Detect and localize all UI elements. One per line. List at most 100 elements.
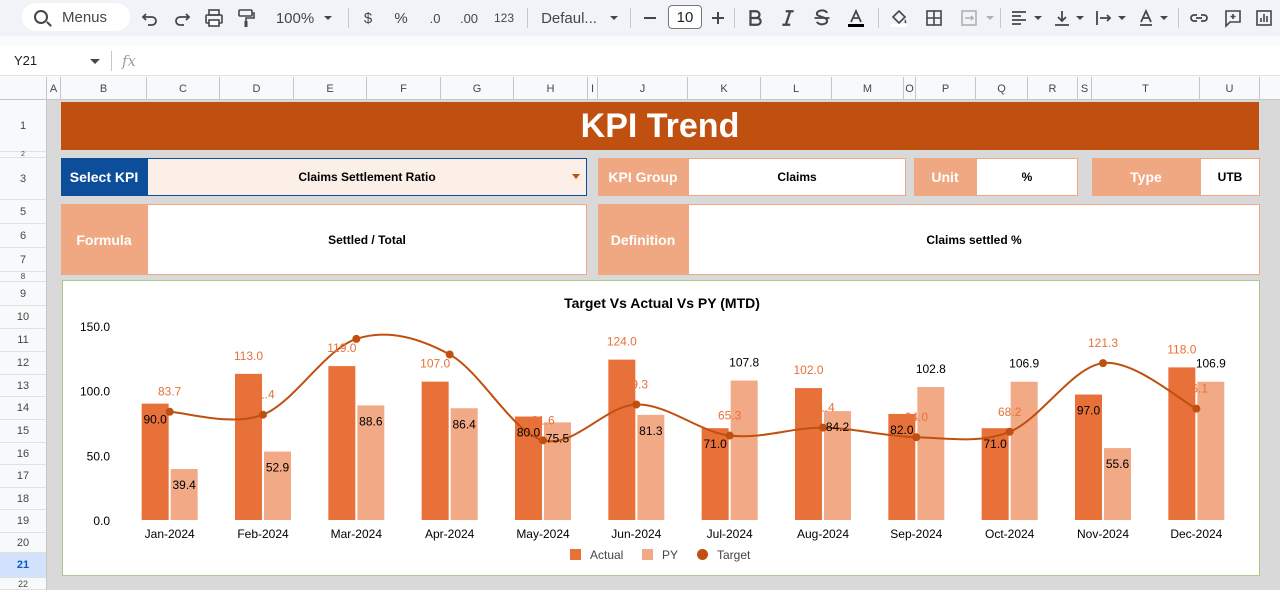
py-bar[interactable] — [637, 414, 665, 520]
row-header[interactable]: 17 — [0, 465, 46, 488]
menus-search-button[interactable]: Menus — [22, 3, 130, 31]
text-wrap-icon[interactable] — [1094, 6, 1114, 30]
italic-icon[interactable] — [779, 6, 797, 30]
insert-comment-icon[interactable] — [1222, 6, 1244, 30]
row-header[interactable]: 5 — [0, 200, 46, 224]
bold-icon[interactable] — [746, 6, 764, 30]
chevron-down-icon[interactable] — [1032, 6, 1044, 30]
column-header[interactable]: I — [588, 77, 598, 100]
actual-bar[interactable] — [795, 388, 822, 520]
py-bar[interactable] — [264, 451, 291, 520]
column-header[interactable]: S — [1078, 77, 1092, 100]
row-header-selected[interactable]: 21 — [0, 553, 46, 578]
print-icon[interactable] — [204, 6, 224, 30]
actual-bar[interactable] — [1075, 394, 1102, 520]
merge-cells-icon[interactable] — [958, 6, 980, 30]
target-point[interactable] — [725, 431, 734, 440]
target-point[interactable] — [912, 433, 921, 442]
zoom-select[interactable]: 100% — [270, 6, 320, 30]
row-header[interactable]: 22 — [0, 578, 46, 590]
chevron-down-icon[interactable] — [322, 6, 334, 30]
py-bar[interactable] — [730, 380, 758, 520]
row-header[interactable]: 14 — [0, 397, 46, 420]
target-point[interactable] — [165, 407, 174, 416]
actual-bar[interactable] — [608, 359, 636, 520]
column-header[interactable]: C — [147, 77, 220, 100]
row-header[interactable]: 12 — [0, 352, 46, 375]
actual-bar[interactable] — [701, 428, 729, 520]
currency-button[interactable]: $ — [360, 6, 376, 30]
row-header[interactable]: 9 — [0, 282, 46, 306]
column-header[interactable]: B — [61, 77, 147, 100]
column-header[interactable]: M — [832, 77, 904, 100]
borders-icon[interactable] — [924, 6, 944, 30]
chevron-down-icon[interactable] — [608, 6, 620, 30]
column-header[interactable]: A — [47, 77, 61, 100]
row-header[interactable]: 7 — [0, 248, 46, 272]
column-header[interactable]: T — [1092, 77, 1200, 100]
strikethrough-icon[interactable] — [812, 6, 832, 30]
row-header[interactable]: 13 — [0, 375, 46, 397]
column-header[interactable]: J — [598, 77, 688, 100]
kpi-trend-chart[interactable]: Target Vs Actual Vs PY (MTD) 150.0 100.0 5… — [62, 280, 1260, 576]
percent-button[interactable]: % — [392, 6, 410, 30]
py-bar[interactable] — [1010, 381, 1038, 520]
column-header[interactable]: F — [367, 77, 441, 100]
py-bar[interactable] — [917, 387, 945, 520]
column-header[interactable]: G — [441, 77, 514, 100]
select-kpi-dropdown[interactable]: Claims Settlement Ratio — [147, 158, 587, 196]
row-header[interactable]: 19 — [0, 510, 46, 533]
row-header[interactable]: 18 — [0, 488, 46, 510]
chevron-down-icon[interactable] — [572, 174, 580, 179]
py-bar[interactable] — [357, 405, 385, 520]
font-size-input[interactable]: 10 — [668, 5, 702, 29]
text-color-icon[interactable] — [845, 6, 867, 30]
row-header[interactable]: 3 — [0, 158, 46, 200]
column-header[interactable]: O — [904, 77, 916, 100]
actual-bar[interactable] — [141, 403, 169, 520]
row-header[interactable]: 15 — [0, 420, 46, 443]
target-point[interactable] — [352, 334, 361, 343]
column-header[interactable]: R — [1028, 77, 1078, 100]
chevron-down-icon[interactable] — [1074, 6, 1086, 30]
align-left-icon[interactable] — [1008, 6, 1030, 30]
actual-bar[interactable] — [981, 428, 1009, 520]
chevron-down-icon[interactable] — [90, 59, 100, 64]
column-header[interactable]: E — [294, 77, 367, 100]
row-header[interactable]: 16 — [0, 443, 46, 465]
py-bar[interactable] — [170, 469, 198, 520]
chevron-down-icon[interactable] — [1116, 6, 1128, 30]
py-bar[interactable] — [1104, 448, 1131, 520]
column-header[interactable]: Q — [976, 77, 1028, 100]
actual-bar[interactable] — [421, 381, 449, 520]
name-box[interactable]: Y21 — [14, 53, 38, 68]
column-header[interactable]: K — [688, 77, 761, 100]
target-point[interactable] — [1005, 427, 1014, 436]
fill-color-icon[interactable] — [888, 6, 910, 30]
py-bar[interactable] — [1197, 381, 1225, 520]
target-point[interactable] — [1099, 359, 1107, 368]
text-rotation-icon[interactable] — [1136, 6, 1156, 30]
column-header[interactable]: H — [514, 77, 588, 100]
chevron-down-icon[interactable] — [984, 6, 996, 30]
target-point[interactable] — [632, 400, 641, 409]
select-all-corner[interactable] — [0, 77, 47, 100]
row-header[interactable]: 8 — [0, 272, 46, 282]
vertical-align-icon[interactable] — [1052, 6, 1072, 30]
column-header[interactable]: D — [220, 77, 294, 100]
number-format-button[interactable]: 123 — [491, 6, 517, 30]
chevron-down-icon[interactable] — [1158, 6, 1170, 30]
row-header[interactable]: 20 — [0, 533, 46, 553]
paint-format-icon[interactable] — [236, 6, 256, 30]
font-size-decrease-icon[interactable] — [642, 6, 658, 30]
target-point[interactable] — [445, 350, 454, 359]
font-size-increase-icon[interactable] — [710, 6, 726, 30]
column-header[interactable]: L — [761, 77, 832, 100]
insert-link-icon[interactable] — [1188, 6, 1210, 30]
row-header[interactable]: 1 — [0, 100, 46, 152]
actual-bar[interactable] — [235, 373, 262, 520]
target-point[interactable] — [1192, 404, 1201, 413]
actual-bar[interactable] — [888, 413, 916, 520]
column-header[interactable]: U — [1200, 77, 1260, 100]
column-header[interactable]: P — [916, 77, 976, 100]
